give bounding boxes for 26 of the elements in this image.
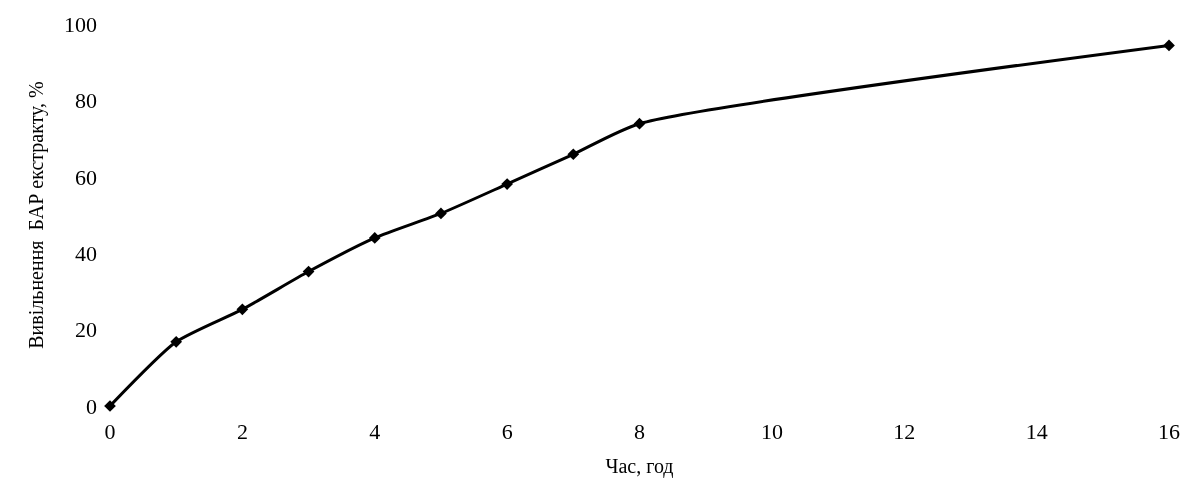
y-tick-label: 80 — [75, 88, 97, 114]
point — [236, 303, 249, 316]
x-tick-label: 16 — [1158, 419, 1180, 444]
y-axis-title: Вивільнення БАР екстракту, % — [24, 81, 48, 349]
point — [302, 265, 315, 278]
x-tick-label: 10 — [760, 419, 783, 444]
point — [567, 148, 580, 161]
point — [170, 335, 183, 348]
x-tick-label: 12 — [893, 419, 916, 444]
x-tick-label: 14 — [1025, 419, 1048, 444]
x-axis-title: Час, год — [605, 454, 674, 478]
point — [368, 232, 381, 244]
point — [633, 117, 646, 130]
y-tick-label: 20 — [75, 317, 97, 343]
point — [1163, 39, 1175, 52]
x-tick-label: 6 — [501, 419, 513, 444]
x-tick-label: 8 — [634, 419, 645, 444]
y-tick-label: 100 — [64, 11, 97, 37]
point — [501, 178, 513, 190]
y-tick-label: 0 — [86, 393, 97, 419]
y-tick-label: 40 — [75, 240, 97, 266]
x-tick-label: 4 — [369, 419, 381, 444]
y-tick-label: 60 — [75, 164, 97, 190]
x-tick-label: 2 — [236, 419, 248, 444]
x-tick-label: 0 — [104, 419, 116, 444]
point — [435, 207, 447, 220]
